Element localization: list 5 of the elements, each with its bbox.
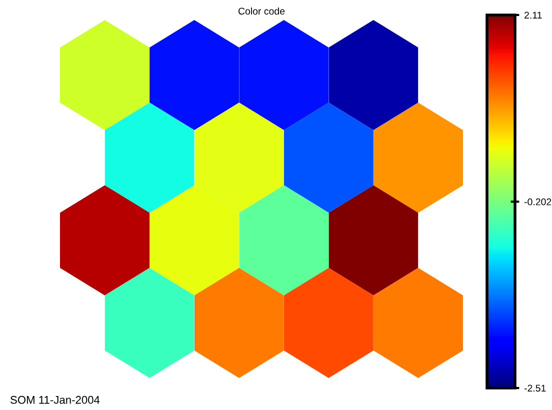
chart-title: Color code bbox=[238, 7, 285, 15]
color-bar-label: -0.202 bbox=[524, 198, 552, 206]
text: SOM 11-Jan-2004 bbox=[10, 396, 100, 404]
color-bar-label: -2.51 bbox=[524, 384, 546, 392]
color-bar-label: 2.11 bbox=[524, 12, 542, 19]
